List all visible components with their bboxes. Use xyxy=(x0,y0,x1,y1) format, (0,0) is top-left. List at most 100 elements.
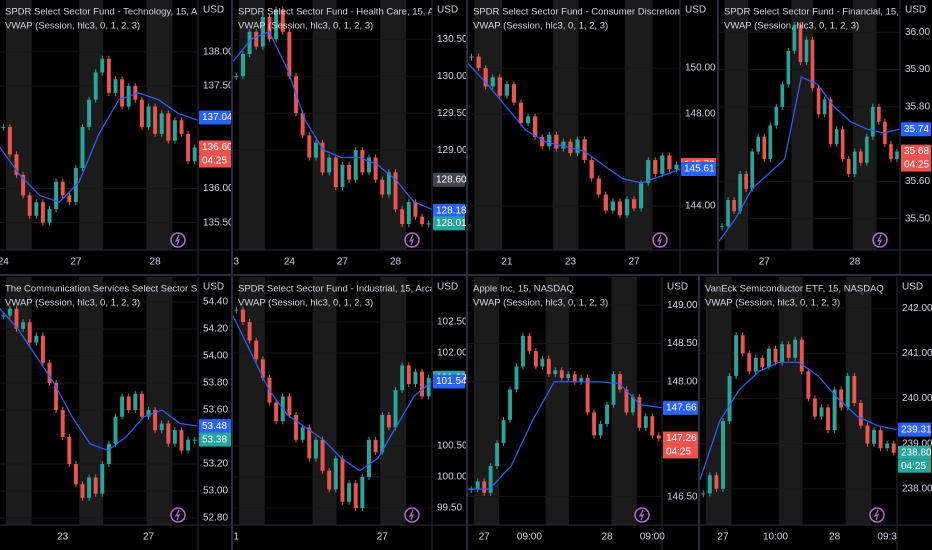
chart-title: SPDR Select Sector Fund - Consumer Discr… xyxy=(473,7,733,18)
candle-body xyxy=(798,24,803,63)
y-tick-label: 144.00 xyxy=(685,201,716,212)
price-badge-label: 53.38 xyxy=(202,434,227,445)
indicator-label: VWAP (Session, hlc3, 0, 1, 2, 3) xyxy=(238,21,373,32)
candle-body xyxy=(889,144,893,160)
price-badge-label: 53.48 xyxy=(202,421,227,432)
replay-bolt xyxy=(174,509,181,521)
x-tick-label: 28 xyxy=(150,257,162,268)
candle-body xyxy=(514,366,519,390)
chart-panel: SPDR Select Sector Fund - Consumer Discr… xyxy=(468,0,733,275)
candle-body xyxy=(618,374,622,390)
candle-body xyxy=(106,443,111,464)
candle-body xyxy=(287,31,292,77)
candle-body xyxy=(380,415,385,453)
price-badge-label: 239.31 xyxy=(901,424,932,435)
candle-body xyxy=(674,164,679,170)
candle-body xyxy=(420,371,425,397)
candle-body xyxy=(826,407,831,431)
price-badge xyxy=(433,374,465,389)
candle-body xyxy=(828,99,833,145)
y-tick-label: 238.00 xyxy=(902,483,932,494)
candle-body xyxy=(172,120,177,141)
candle-body xyxy=(852,151,857,174)
candle-body xyxy=(865,425,870,444)
replay-bolt xyxy=(656,234,663,246)
candle-body xyxy=(27,195,32,216)
candle-body xyxy=(610,201,615,211)
candle-body xyxy=(603,194,608,211)
candle-body xyxy=(631,199,637,209)
candle-body xyxy=(554,134,559,149)
x-tick-label: 28 xyxy=(601,532,613,543)
candle-body xyxy=(780,344,785,363)
price-axis xyxy=(897,277,932,550)
candle-body xyxy=(611,374,616,405)
candle-body xyxy=(34,335,39,343)
price-badge-label: 137.04 xyxy=(202,112,233,123)
price-badge xyxy=(681,162,716,177)
vwap-line xyxy=(233,315,433,472)
y-tick-label: 102.50 xyxy=(437,317,468,328)
y-tick-label: 35.80 xyxy=(905,101,930,112)
x-tick-label: 27 xyxy=(70,257,82,268)
x-tick-label: 28 xyxy=(849,257,861,268)
candle-body xyxy=(885,443,890,449)
currency-label: USD xyxy=(905,5,926,16)
candle-body xyxy=(750,151,754,189)
x-tick-label: 27 xyxy=(629,257,641,268)
candle-body xyxy=(280,9,285,32)
candle-body xyxy=(386,172,391,195)
candle-body xyxy=(598,423,603,436)
candle-body xyxy=(624,389,629,413)
candle-body xyxy=(822,99,827,115)
y-tick-label: 241.00 xyxy=(902,348,932,359)
currency-label: USD xyxy=(203,5,224,16)
session-band xyxy=(146,277,173,525)
candle-body xyxy=(667,155,672,170)
replay-icon xyxy=(170,507,186,523)
candle-body xyxy=(701,493,706,495)
y-tick-label: 54.00 xyxy=(203,351,228,362)
candle-body xyxy=(340,458,345,502)
price-badge-label: 128.60 xyxy=(436,174,467,185)
candle-body xyxy=(845,375,850,408)
countdown-label: 04:25 xyxy=(904,160,929,171)
candle-body xyxy=(406,201,411,225)
candle-body xyxy=(786,50,791,85)
y-tick-label: 149.00 xyxy=(667,300,698,311)
candle-body xyxy=(707,475,712,494)
price-badge xyxy=(663,431,698,446)
y-tick-label: 53.60 xyxy=(203,405,228,416)
countdown-label: 04:25 xyxy=(202,156,227,167)
candle-body xyxy=(139,393,144,417)
candle-body xyxy=(630,397,635,413)
replay-icon xyxy=(872,232,888,248)
y-tick-label: 148.00 xyxy=(685,109,716,120)
candle-body xyxy=(179,120,184,134)
y-tick-label: 146.50 xyxy=(667,491,698,502)
y-tick-label: 36.00 xyxy=(905,27,930,38)
currency-label: USD xyxy=(437,5,458,16)
candle-body xyxy=(511,84,517,103)
candle-body xyxy=(406,365,411,385)
y-tick-label: 102.00 xyxy=(437,348,468,359)
candle-body xyxy=(865,136,869,163)
x-tick-label: 21 xyxy=(501,257,513,268)
candle-body xyxy=(186,133,191,162)
x-tick-label: 24 xyxy=(284,257,296,268)
candle-body xyxy=(54,382,59,410)
candle-body xyxy=(60,409,65,437)
candle-body xyxy=(839,389,844,408)
candle-body xyxy=(624,199,630,216)
candle-body xyxy=(585,377,590,413)
session-band xyxy=(791,0,814,250)
candle-body xyxy=(413,371,418,385)
candle-body xyxy=(400,209,405,225)
y-tick-label: 130.00 xyxy=(437,71,468,82)
candle-body xyxy=(834,129,839,145)
candle-body xyxy=(420,216,425,225)
price-badge xyxy=(433,203,465,218)
candle-body xyxy=(656,435,661,439)
candle-body xyxy=(274,9,279,40)
candle-body xyxy=(786,344,791,358)
